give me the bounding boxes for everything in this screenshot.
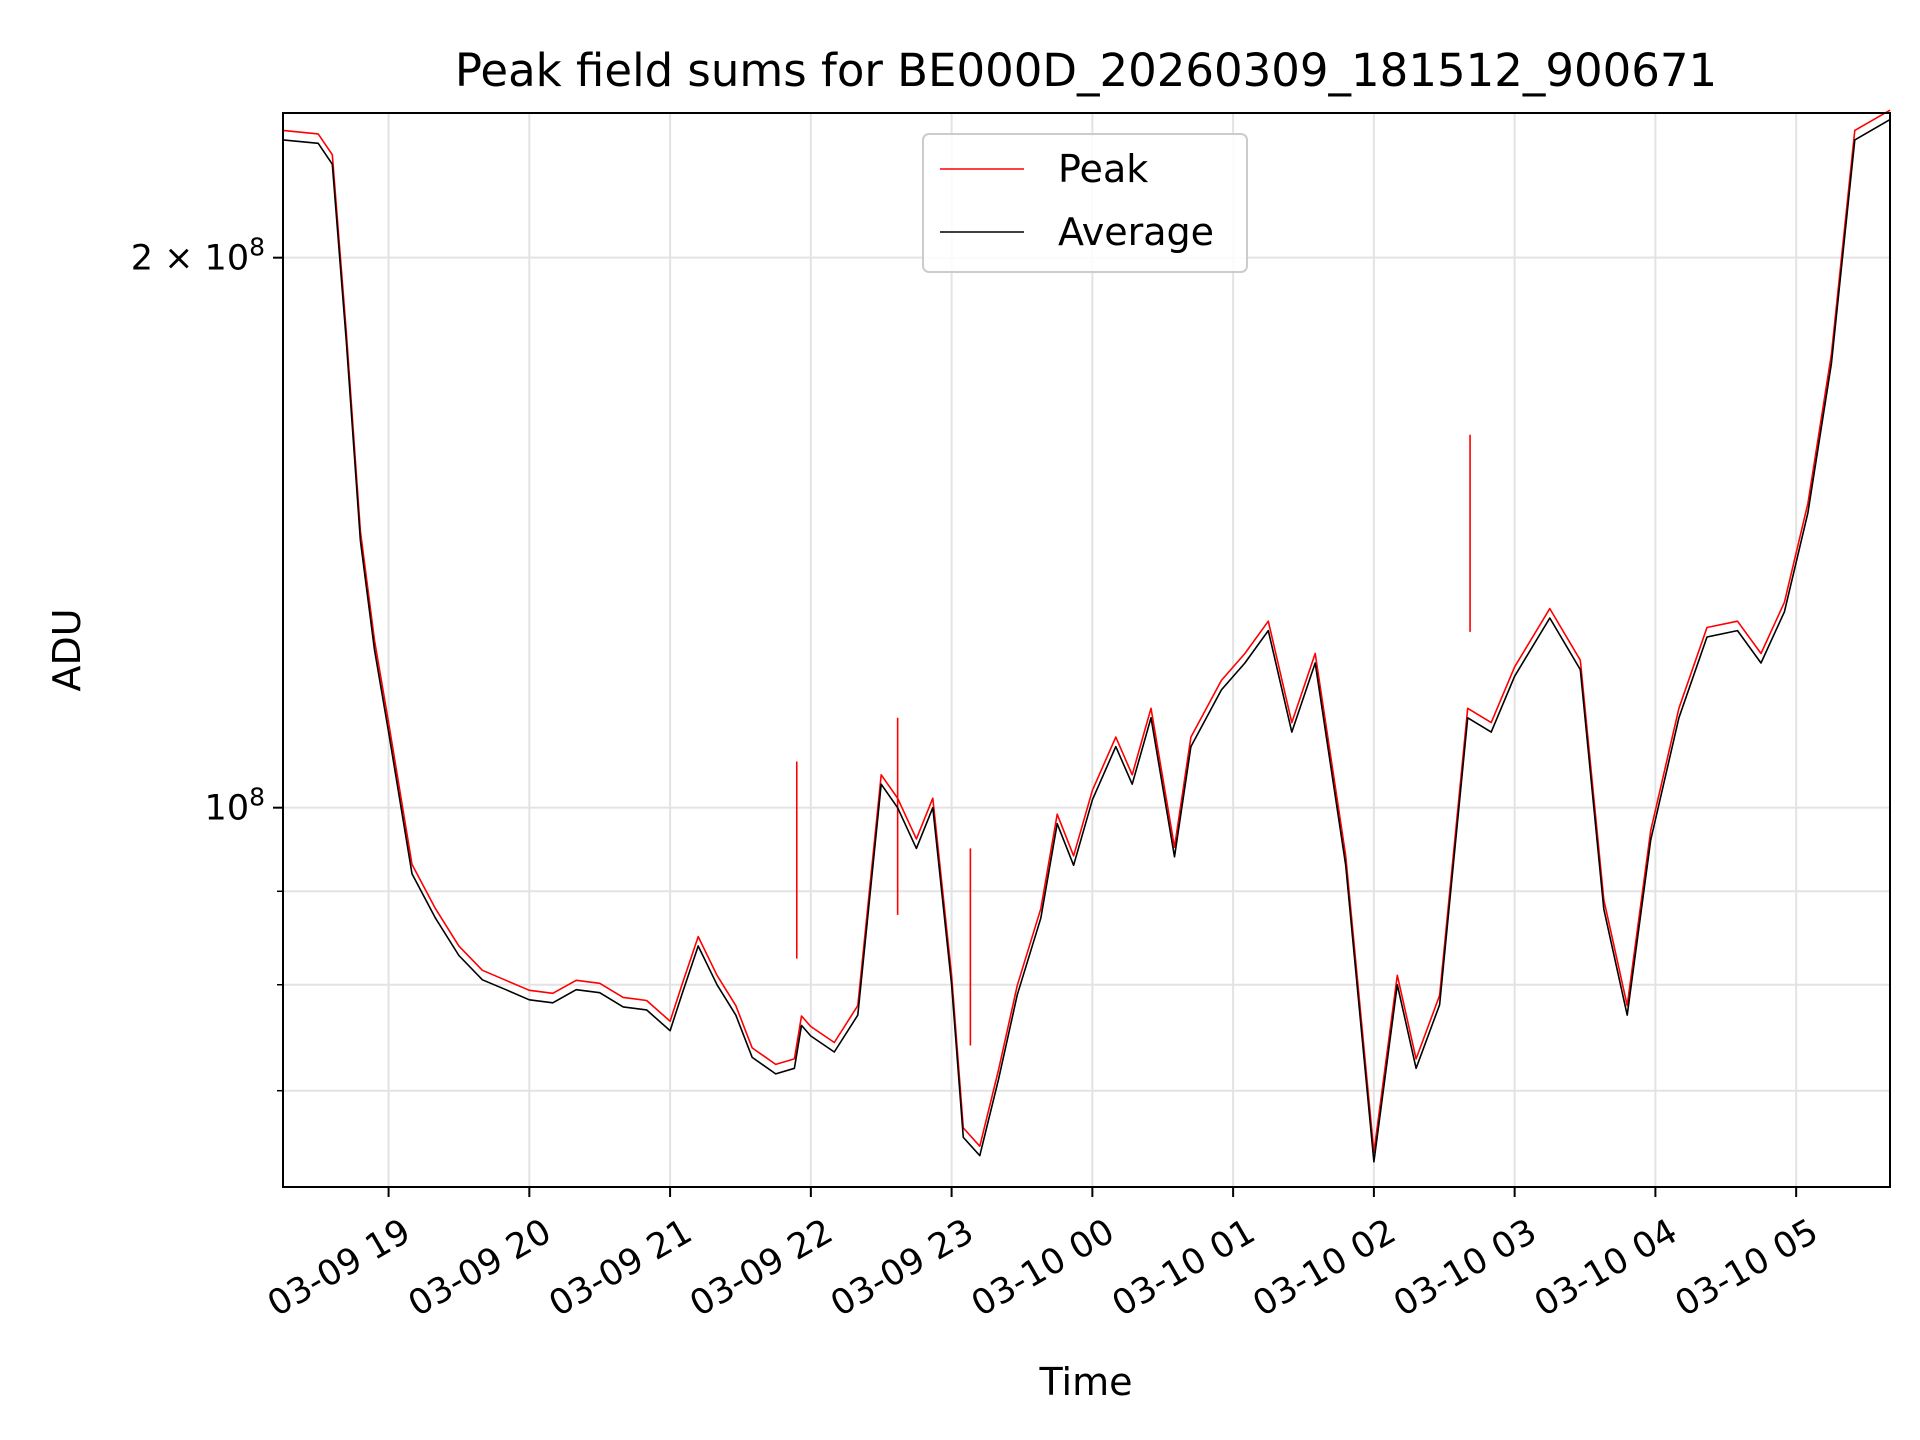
y-axis: 108 2 × 108 bbox=[131, 233, 283, 1092]
x-tick-label: 03-09 21 bbox=[543, 1212, 699, 1325]
x-tick-label: 03-09 19 bbox=[261, 1212, 417, 1325]
x-tick-label: 03-10 00 bbox=[965, 1212, 1121, 1325]
y-axis-label: ADU bbox=[45, 608, 89, 691]
chart-title: Peak field sums for BE000D_20260309_1815… bbox=[455, 44, 1717, 97]
legend-peak-label: Peak bbox=[1058, 147, 1148, 191]
x-tick-label: 03-10 01 bbox=[1106, 1212, 1262, 1325]
x-tick-label: 03-10 05 bbox=[1669, 1212, 1825, 1325]
x-tick-label: 03-09 20 bbox=[402, 1212, 558, 1325]
x-axis-label: Time bbox=[1039, 1360, 1133, 1404]
series-peak-line bbox=[282, 109, 1891, 1154]
x-tick-label: 03-09 23 bbox=[824, 1212, 980, 1325]
x-tick-label: 03-10 04 bbox=[1528, 1212, 1684, 1325]
y-tick-label: 108 bbox=[205, 783, 265, 829]
series-layer bbox=[282, 109, 1891, 1163]
legend: Peak Average bbox=[922, 133, 1248, 273]
x-tick-label: 03-10 02 bbox=[1246, 1212, 1402, 1325]
grid bbox=[283, 113, 1890, 1187]
legend-average-label: Average bbox=[1058, 210, 1214, 254]
x-tick-label: 03-09 22 bbox=[683, 1212, 839, 1325]
series-average-line bbox=[282, 118, 1891, 1163]
x-tick-label: 03-10 03 bbox=[1387, 1212, 1543, 1325]
y-tick-label: 2 × 108 bbox=[131, 233, 265, 279]
plot-frame bbox=[282, 112, 1891, 1188]
